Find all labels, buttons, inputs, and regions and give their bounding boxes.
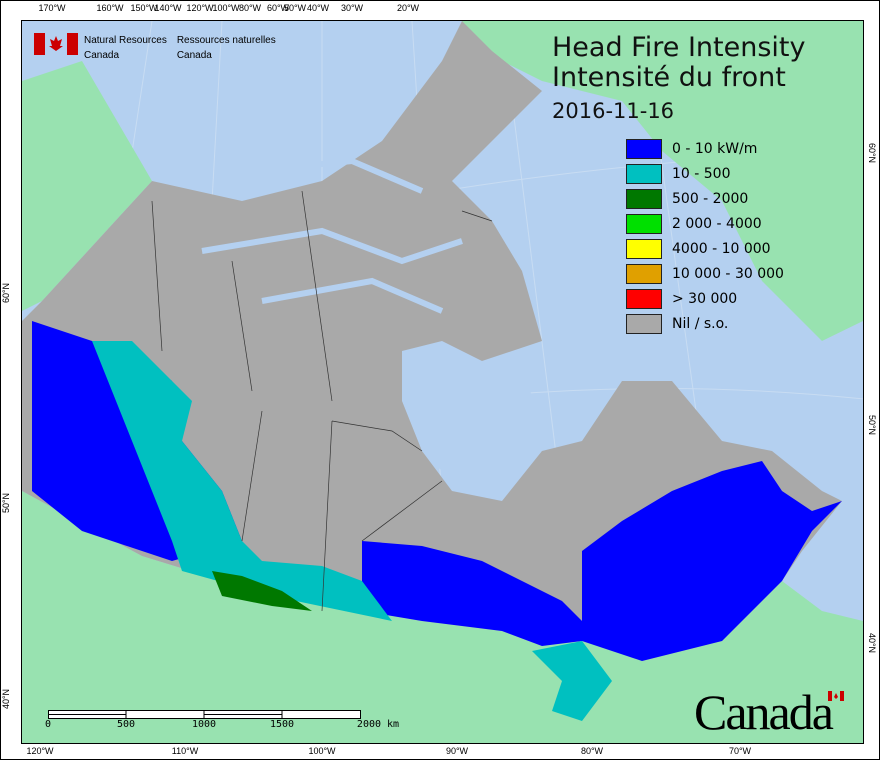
scale-label: 0 [44,719,52,730]
wordmark-flag-icon [828,691,844,701]
bottom-tick: 90°W [445,746,469,756]
right-tick: 50°N [867,414,878,436]
title-fr: Intensité du front [552,62,786,93]
map-canvas[interactable]: Natural Resources Canada Ressources natu… [21,20,864,744]
top-tick: 30°W [340,3,364,13]
bottom-tick: 120°W [26,746,54,756]
right-tick: 40°N [867,632,878,654]
fire-intensity-10-500 [92,341,392,621]
alaska-land [22,61,152,311]
legend-swatch [626,313,662,334]
title-en: Head Fire Intensity [552,32,806,63]
legend-item: > 30 000 [626,286,784,311]
scale-label: 1500 [269,719,295,730]
bottom-tick: 110°W [171,746,199,756]
legend-label: > 30 000 [672,290,738,307]
legend-label: Nil / s.o. [672,315,729,332]
legend-label: 10 000 - 30 000 [672,265,784,282]
top-tick: 50°W [283,3,307,13]
scale-label: 2000 km [356,719,400,730]
scale-bar-graphic [48,710,361,719]
greenland-land [462,21,863,341]
scale-bar: 0 500 1000 1500 2000 km [45,707,399,730]
map-date: 2016-11-16 [552,99,675,123]
fire-intensity-500-2000 [212,571,312,611]
legend-label: 500 - 2000 [672,190,749,207]
legend-swatch [626,238,662,259]
top-tick: 80°W [238,3,262,13]
right-tick: 60°N [867,142,878,164]
legend-item: 10 - 500 [626,161,784,186]
top-tick: 60°W [266,3,290,13]
legend-swatch [626,263,662,284]
bottom-tick: 70°W [728,746,752,756]
arctic-channels [201,157,463,314]
legend-label: 2 000 - 4000 [672,215,762,232]
legend-item: 2 000 - 4000 [626,211,784,236]
org-name-fr: Ressources naturelles Canada [176,35,276,61]
usa-land [22,491,863,743]
top-tick: 140°W [154,3,182,13]
bottom-tick: 100°W [308,746,336,756]
top-tick: 100°W [212,3,240,13]
canada-flag-icon [34,33,78,55]
legend-swatch [626,288,662,309]
fire-intensity-0-10 [362,461,842,661]
fire-intensity-10-500 [532,641,612,721]
map-title: Head Fire Intensity Intensité du front 2… [552,33,805,125]
legend-swatch [626,138,662,159]
legend-label: 0 - 10 kW/m [672,140,758,157]
legend: 0 - 10 kW/m 10 - 500 500 - 2000 2 000 - 400… [626,136,784,336]
top-tick: 170°W [38,3,66,13]
top-tick: 120°W [186,3,214,13]
legend-swatch [626,213,662,234]
scale-label: 500 [116,719,136,730]
top-tick: 160°W [96,3,124,13]
legend-swatch [626,163,662,184]
legend-item: 500 - 2000 [626,186,784,211]
top-tick: 20°W [396,3,420,13]
legend-item: 10 000 - 30 000 [626,261,784,286]
top-tick: 40°W [306,3,330,13]
legend-swatch [626,188,662,209]
left-tick: 40°N [1,688,12,710]
org-name-en: Natural Resources Canada [84,35,167,61]
left-tick: 50°N [1,492,12,514]
bottom-tick: 80°W [580,746,604,756]
scale-label: 1000 [191,719,217,730]
nrcan-signature: Natural Resources Canada Ressources natu… [34,33,276,63]
top-tick: 150°W [130,3,158,13]
province-borders [151,190,493,612]
legend-label: 4000 - 10 000 [672,240,771,257]
canada-wordmark: Canada [694,683,844,741]
legend-item: 4000 - 10 000 [626,236,784,261]
legend-item: Nil / s.o. [626,311,784,336]
map-svg [22,21,863,743]
legend-label: 10 - 500 [672,165,731,182]
canada-land [22,21,842,661]
left-tick: 60°N [1,282,12,304]
hudson-bay-water [402,341,542,491]
legend-item: 0 - 10 kW/m [626,136,784,161]
